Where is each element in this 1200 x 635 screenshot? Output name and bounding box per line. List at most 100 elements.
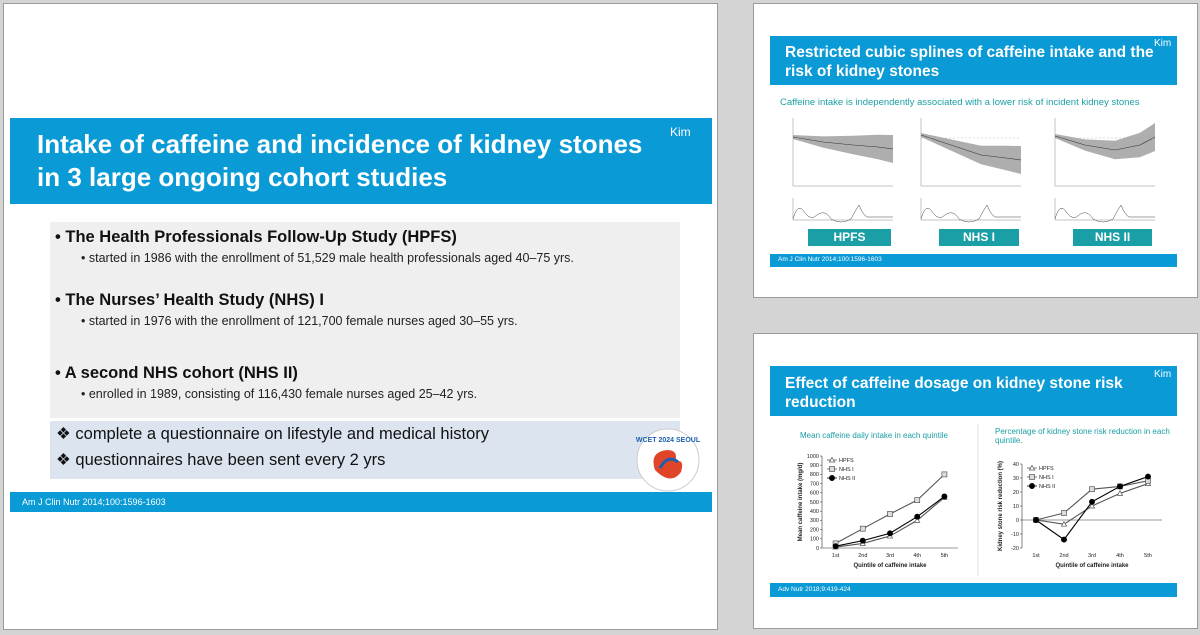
x-tick-label: 1st [1032,553,1040,559]
marker [1061,510,1067,516]
y-tick-label: -10 [1011,532,1019,538]
density [1054,204,1155,223]
y-axis-title: Mean caffeine intake (mg/d) [798,463,804,542]
legend-label: HPFS [1039,466,1054,472]
series-line [835,496,945,547]
y-tick-label: 700 [810,481,819,487]
marker [1145,473,1151,480]
note: complete a questionnaire on lifestyle an… [56,424,489,444]
footer: Am J Clin Nutr 2014;100:1596-1603 [22,497,166,507]
footer: Adv Nutr 2018;9:419-424 [778,586,851,593]
note: questionnaires have been sent every 2 yr… [56,450,385,470]
x-axis-title: Quintile of caffeine intake [853,563,927,569]
y-axis-title: Kidney stone risk reduction (%) [998,461,1004,551]
bullet-detail: started in 1986 with the enrollment of 5… [81,251,574,265]
x-tick-label: 3rd [1088,553,1096,559]
y-tick-label: 900 [810,463,819,469]
x-tick-label: 2nd [858,553,867,559]
footer-bar [770,583,1177,597]
marker [887,530,893,537]
y-tick-label: 800 [810,472,819,478]
title-bar [770,366,1177,416]
y-tick-label: 300 [810,518,819,524]
spline [792,136,894,150]
marker [1061,536,1067,543]
bullet-title: The Health Professionals Follow-Up Study… [55,228,574,247]
x-tick-label: 1st [832,553,840,559]
marker [1033,517,1039,523]
marker [1060,520,1068,527]
x-tick-label: 2nd [1059,553,1068,559]
legend-label: NHS II [839,476,856,482]
y-tick-label: 500 [810,500,819,506]
y-tick-label: 400 [810,509,819,515]
bullet-detail: started in 1976 with the enrollment of 1… [81,314,518,328]
marker [914,497,921,504]
x-tick-label: 3rd [886,553,894,559]
marker [887,511,893,517]
marker [1028,464,1036,471]
marker [828,456,836,463]
chart-title: Percentage of kidney stone risk reductio… [995,427,1170,445]
ci-band [921,133,1021,174]
bullet: The Nurses’ Health Study (NHS) I started … [55,291,518,328]
panel-label: HPFS [808,229,891,246]
y-tick-label: 20 [1013,490,1019,496]
spline [920,134,1022,161]
y-tick-label: 600 [810,491,819,497]
series-line [835,496,945,548]
bullet-detail: enrolled in 1989, consisting of 116,430 … [81,387,477,401]
density [792,204,893,223]
logo: WCET 2024 SEOUL [636,428,701,492]
y-tick-label: 30 [1013,476,1019,482]
subtitle: Caffeine intake is independently associa… [780,97,1140,108]
x-axis-title: Quintile of caffeine intake [1055,563,1129,569]
logo-text: WCET 2024 SEOUL [636,437,701,444]
legend-label: NHS II [1039,484,1056,490]
ci-band [793,134,893,163]
marker [941,493,948,500]
marker [832,543,839,550]
x-tick-label: 5th [1144,553,1152,559]
ci-band [1055,123,1155,160]
x-tick-label: 4th [913,553,921,559]
marker [1116,490,1124,496]
panel-label: NHS I [939,229,1019,246]
marker [829,475,835,481]
title-bar [770,36,1177,85]
y-tick-label: 0 [1016,518,1019,524]
logo-shape [653,450,683,479]
x-tick-label: 4th [1116,553,1124,559]
chart-title: Mean caffeine daily intake in each quint… [800,431,948,440]
spline [1054,135,1156,151]
bullet: The Health Professionals Follow-Up Study… [55,228,574,265]
bullet: A second NHS cohort (NHS II) enrolled in … [55,364,477,401]
footer: Am J Clin Nutr 2014;100:1596-1603 [778,256,882,263]
spline-panels [792,118,1156,223]
slide-title: Restricted cubic splines of caffeine int… [785,44,1154,80]
marker [1089,486,1095,493]
slide-title: Effect of caffeine dosage on kidney ston… [785,375,1123,411]
y-tick-label: 40 [1013,462,1019,468]
marker [859,537,866,544]
y-tick-label: 10 [1013,504,1019,510]
y-tick-label: -20 [1011,546,1019,552]
marker [859,525,866,532]
marker [941,471,948,478]
marker [829,466,835,472]
title-bar [10,118,712,204]
legend-label: NHS I [839,467,854,473]
marker [1088,502,1096,509]
y-tick-label: 1000 [807,454,819,460]
footer-bar [10,492,712,512]
logo-swoosh [658,457,679,469]
legend-label: HPFS [839,458,854,464]
author: Kim [670,125,691,139]
x-tick-label: 5th [941,553,949,559]
density [920,204,1021,223]
y-tick-label: 0 [816,546,819,552]
bullet-title: The Nurses’ Health Study (NHS) I [55,291,518,310]
marker [1117,483,1123,490]
panel-label: NHS II [1073,229,1152,246]
